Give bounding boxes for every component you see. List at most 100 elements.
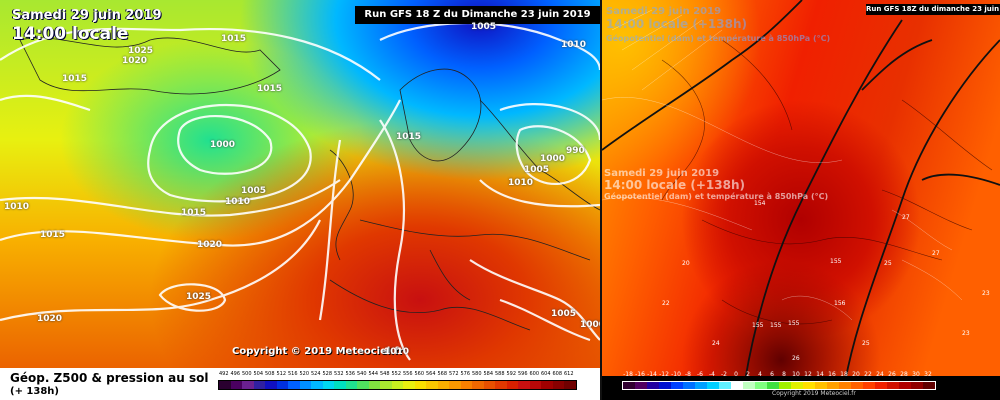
legend-swatch-right <box>683 382 695 389</box>
legend-swatch <box>541 381 553 389</box>
legend-swatch-right <box>911 382 923 389</box>
isobar-label: 1010 <box>561 40 587 50</box>
forecast-date-right: Samedi 29 juin 2019 <box>606 6 722 17</box>
legend-swatch <box>265 381 277 389</box>
isobar-label: 1015 <box>221 34 247 44</box>
legend-tick: 572 <box>448 371 459 377</box>
legend-tick-right: 20 <box>852 371 860 378</box>
legend-tick-right: 10 <box>792 371 800 378</box>
legend-swatch <box>322 381 334 389</box>
legend-swatch <box>230 381 242 389</box>
coastlines-right <box>661 39 993 325</box>
legend-swatch-right <box>659 382 671 389</box>
t850-geopotential-map: Run GFS 18Z du dimanche 23 juin 2019 Sam… <box>602 0 1000 400</box>
legend-tick: 592 <box>506 371 517 377</box>
legend-tick: 588 <box>494 371 505 377</box>
isobar-label: 1025 <box>186 292 212 302</box>
isobar-label: 1010 <box>508 178 534 188</box>
legend-tick: 508 <box>264 371 275 377</box>
legend-tick: 612 <box>563 371 574 377</box>
contour-label: 27 <box>932 250 940 257</box>
legend-swatch <box>564 381 576 389</box>
contour-label: 26 <box>792 355 800 362</box>
coastlines <box>19 37 600 331</box>
legend-swatch <box>437 381 449 389</box>
isobar-lines <box>0 6 600 361</box>
legend-tick: 548 <box>379 371 390 377</box>
legend-swatch <box>495 381 507 389</box>
legend-tick: 496 <box>230 371 241 377</box>
legend-tick: 604 <box>540 371 551 377</box>
contour-label: 25 <box>862 340 870 347</box>
isobar-label: 990 <box>566 146 585 156</box>
legend-swatch <box>449 381 461 389</box>
legend-tick-right: 16 <box>828 371 836 378</box>
legend-tick: 564 <box>425 371 436 377</box>
legend-swatch <box>368 381 380 389</box>
contour-label: 155 <box>788 320 800 327</box>
isobar-label: 1020 <box>122 56 148 66</box>
legend-swatch <box>242 381 254 389</box>
legend-swatch <box>219 381 231 389</box>
legend-tick-labels-right: -18 -16 -14 -12 -10 -8 -6 -4 -2 0 2 4 6 8 10 12 14 16 18 20… <box>622 371 934 378</box>
contour-label: 156 <box>834 300 846 307</box>
isobar-label: 1015 <box>257 84 283 94</box>
legend-tick: 556 <box>402 371 413 377</box>
isobar-label: 1010 <box>225 197 251 207</box>
legend-swatch <box>253 381 265 389</box>
contour-label: 23 <box>962 330 970 337</box>
isobar-label: 1015 <box>62 74 88 84</box>
isobar-label: 1010 <box>4 202 30 212</box>
legend-swatch <box>506 381 518 389</box>
forecast-time-right-ghost: 14:00 locale (+138h) <box>604 178 745 192</box>
legend-swatch-right <box>743 382 755 389</box>
legend-tick-right: 32 <box>924 371 932 378</box>
legend-tick: 580 <box>471 371 482 377</box>
legend-tick-right: -18 <box>623 371 633 378</box>
legend-tick-right: -16 <box>635 371 645 378</box>
legend-swatch-right <box>839 382 851 389</box>
legend-color-bar <box>218 380 577 390</box>
legend-swatch <box>483 381 495 389</box>
isobar-label: 1020 <box>197 240 223 250</box>
legend-swatch <box>414 381 426 389</box>
legend-tick: 504 <box>253 371 264 377</box>
legend-swatch-right <box>851 382 863 389</box>
legend-swatch <box>426 381 438 389</box>
legend-tick: 500 <box>241 371 252 377</box>
legend-swatch <box>518 381 530 389</box>
isobar-label: 1005 <box>241 186 267 196</box>
isobar-label: 1015 <box>396 132 422 142</box>
forecast-date: Samedi 29 juin 2019 <box>12 8 162 23</box>
legend-swatch-right <box>887 382 899 389</box>
legend-tick: 492 <box>218 371 229 377</box>
isotherm-lines <box>602 9 963 321</box>
legend-swatch-right <box>635 382 647 389</box>
forecast-date-right-ghost: Samedi 29 juin 2019 <box>604 168 720 179</box>
legend-tick-right: -10 <box>671 371 681 378</box>
legend-swatch <box>529 381 541 389</box>
isobar-label: 1000 <box>210 140 236 150</box>
legend-tick: 524 <box>310 371 321 377</box>
legend-swatch-right <box>755 382 767 389</box>
legend-swatch <box>391 381 403 389</box>
legend-swatch-right <box>767 382 779 389</box>
legend-swatch <box>460 381 472 389</box>
legend-swatch <box>311 381 323 389</box>
legend-swatch <box>472 381 484 389</box>
contour-label: 154 <box>754 200 766 207</box>
legend-swatch-right <box>779 382 791 389</box>
legend-swatch-right <box>731 382 743 389</box>
legend-tick-right: -2 <box>721 371 727 378</box>
legend-swatch-right <box>791 382 803 389</box>
legend-tick-right: 24 <box>876 371 884 378</box>
isobar-label: 1005 <box>551 309 577 319</box>
legend-swatch <box>334 381 346 389</box>
legend-tick-right: -12 <box>659 371 669 378</box>
legend-swatch-right <box>863 382 875 389</box>
z500-color-field <box>0 0 600 400</box>
legend-swatch <box>552 381 564 389</box>
copyright-text: Copyright © 2019 Meteociel.fr <box>232 346 404 357</box>
contour-label: 155 <box>752 322 764 329</box>
